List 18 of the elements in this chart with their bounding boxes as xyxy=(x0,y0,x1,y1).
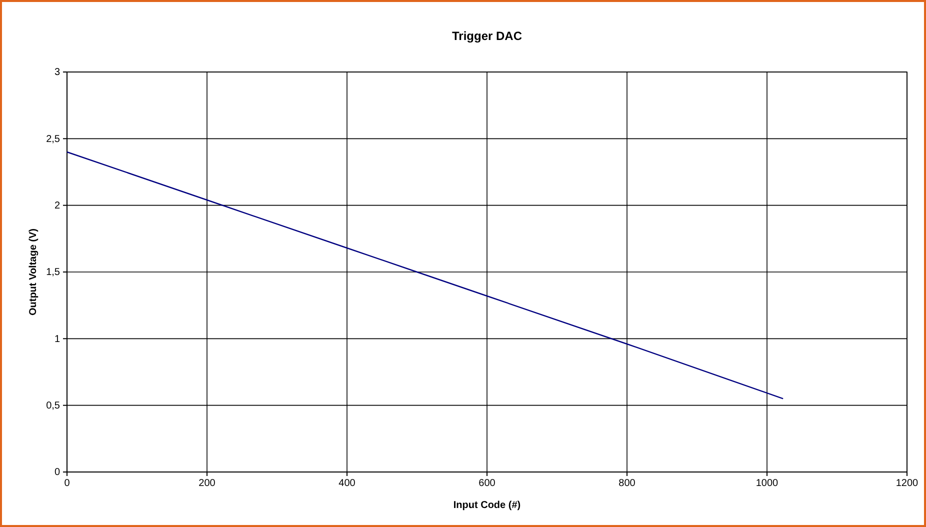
x-tick-label: 1000 xyxy=(756,478,779,490)
y-tick-label: 2,5 xyxy=(46,134,60,145)
x-tick-label: 0 xyxy=(64,478,70,490)
y-tick-label: 0 xyxy=(54,467,60,478)
x-axis-title: Input Code (#) xyxy=(453,500,521,511)
y-tick-label: 1,5 xyxy=(46,267,60,278)
y-tick-label: 0,5 xyxy=(46,400,60,412)
y-tick-label: 2 xyxy=(54,200,60,212)
x-tick-label: 400 xyxy=(338,478,356,490)
x-tick-label: 600 xyxy=(478,478,496,490)
line-series xyxy=(66,151,784,400)
x-tick-label: 200 xyxy=(198,478,216,490)
y-tick-label: 1 xyxy=(54,334,60,345)
y-axis-title: Output Voltage (V) xyxy=(28,228,39,316)
chart-title: Trigger DAC xyxy=(452,29,522,43)
x-tick-label: 800 xyxy=(618,478,636,490)
y-tick-label: 3 xyxy=(54,67,60,78)
x-tick-label: 1200 xyxy=(896,478,919,490)
